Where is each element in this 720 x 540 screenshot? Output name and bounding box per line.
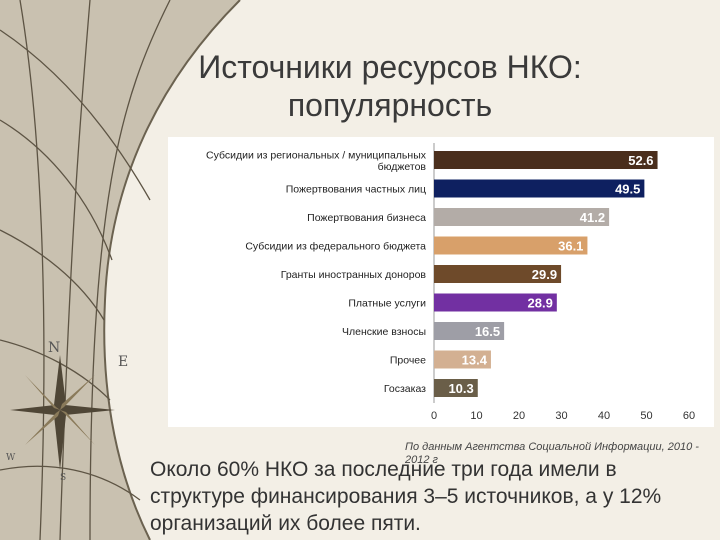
bar [434, 151, 658, 169]
data-label: 16.5 [475, 324, 500, 339]
data-label: 52.6 [628, 153, 653, 168]
x-tick-label: 10 [470, 410, 482, 422]
title-line-1: Источники ресурсов НКО: [198, 49, 582, 85]
category-label: Пожертвования частных лиц [286, 184, 426, 196]
bar [434, 293, 557, 312]
compass-label-s: S [60, 473, 66, 483]
bar [434, 236, 588, 255]
bar [434, 265, 562, 283]
caption-text: Около 60% НКО за последние три года имел… [150, 458, 662, 535]
compass-label-e: E [118, 354, 128, 370]
x-tick-label: 50 [640, 410, 652, 422]
category-label: Пожертвования бизнеса [307, 212, 426, 224]
category-label: Платные услуги [348, 298, 426, 310]
category-label: Субсидии из региональных / муниципальных… [206, 149, 427, 173]
category-label: Субсидии из федерального бюджета [245, 241, 426, 253]
bar [434, 179, 645, 198]
category-label: Гранты иностранных доноров [281, 269, 427, 281]
data-label: 29.9 [532, 267, 557, 282]
slide-title: Источники ресурсов НКО: популярность [150, 48, 630, 124]
bar [434, 208, 610, 226]
bar [434, 350, 491, 369]
data-label: 10.3 [448, 381, 473, 396]
data-label: 36.1 [558, 239, 583, 254]
x-tick-label: 20 [513, 410, 525, 422]
compass-rose-icon: N E W S [6, 340, 128, 483]
category-label: Прочее [390, 355, 426, 367]
chart-panel: Субсидии из региональных / муниципальных… [168, 137, 714, 427]
x-tick-label: 40 [598, 410, 610, 422]
x-tick-label: 60 [683, 410, 695, 422]
bar [434, 322, 505, 340]
data-label: 49.5 [615, 182, 640, 197]
x-tick-label: 30 [555, 410, 567, 422]
category-label: Госзаказ [384, 383, 426, 395]
bar [434, 379, 478, 397]
data-label: 28.9 [528, 296, 553, 311]
category-label: Членские взносы [342, 326, 426, 338]
bar-chart: Субсидии из региональных / муниципальных… [206, 143, 695, 422]
data-label: 13.4 [462, 353, 488, 368]
title-line-2: популярность [287, 87, 493, 123]
data-label: 41.2 [580, 210, 605, 225]
compass-label-w: W [6, 453, 16, 463]
x-tick-label: 0 [431, 410, 437, 422]
compass-label-n: N [48, 340, 60, 356]
source-note: По данным Агентства Социальной Информаци… [405, 441, 699, 466]
